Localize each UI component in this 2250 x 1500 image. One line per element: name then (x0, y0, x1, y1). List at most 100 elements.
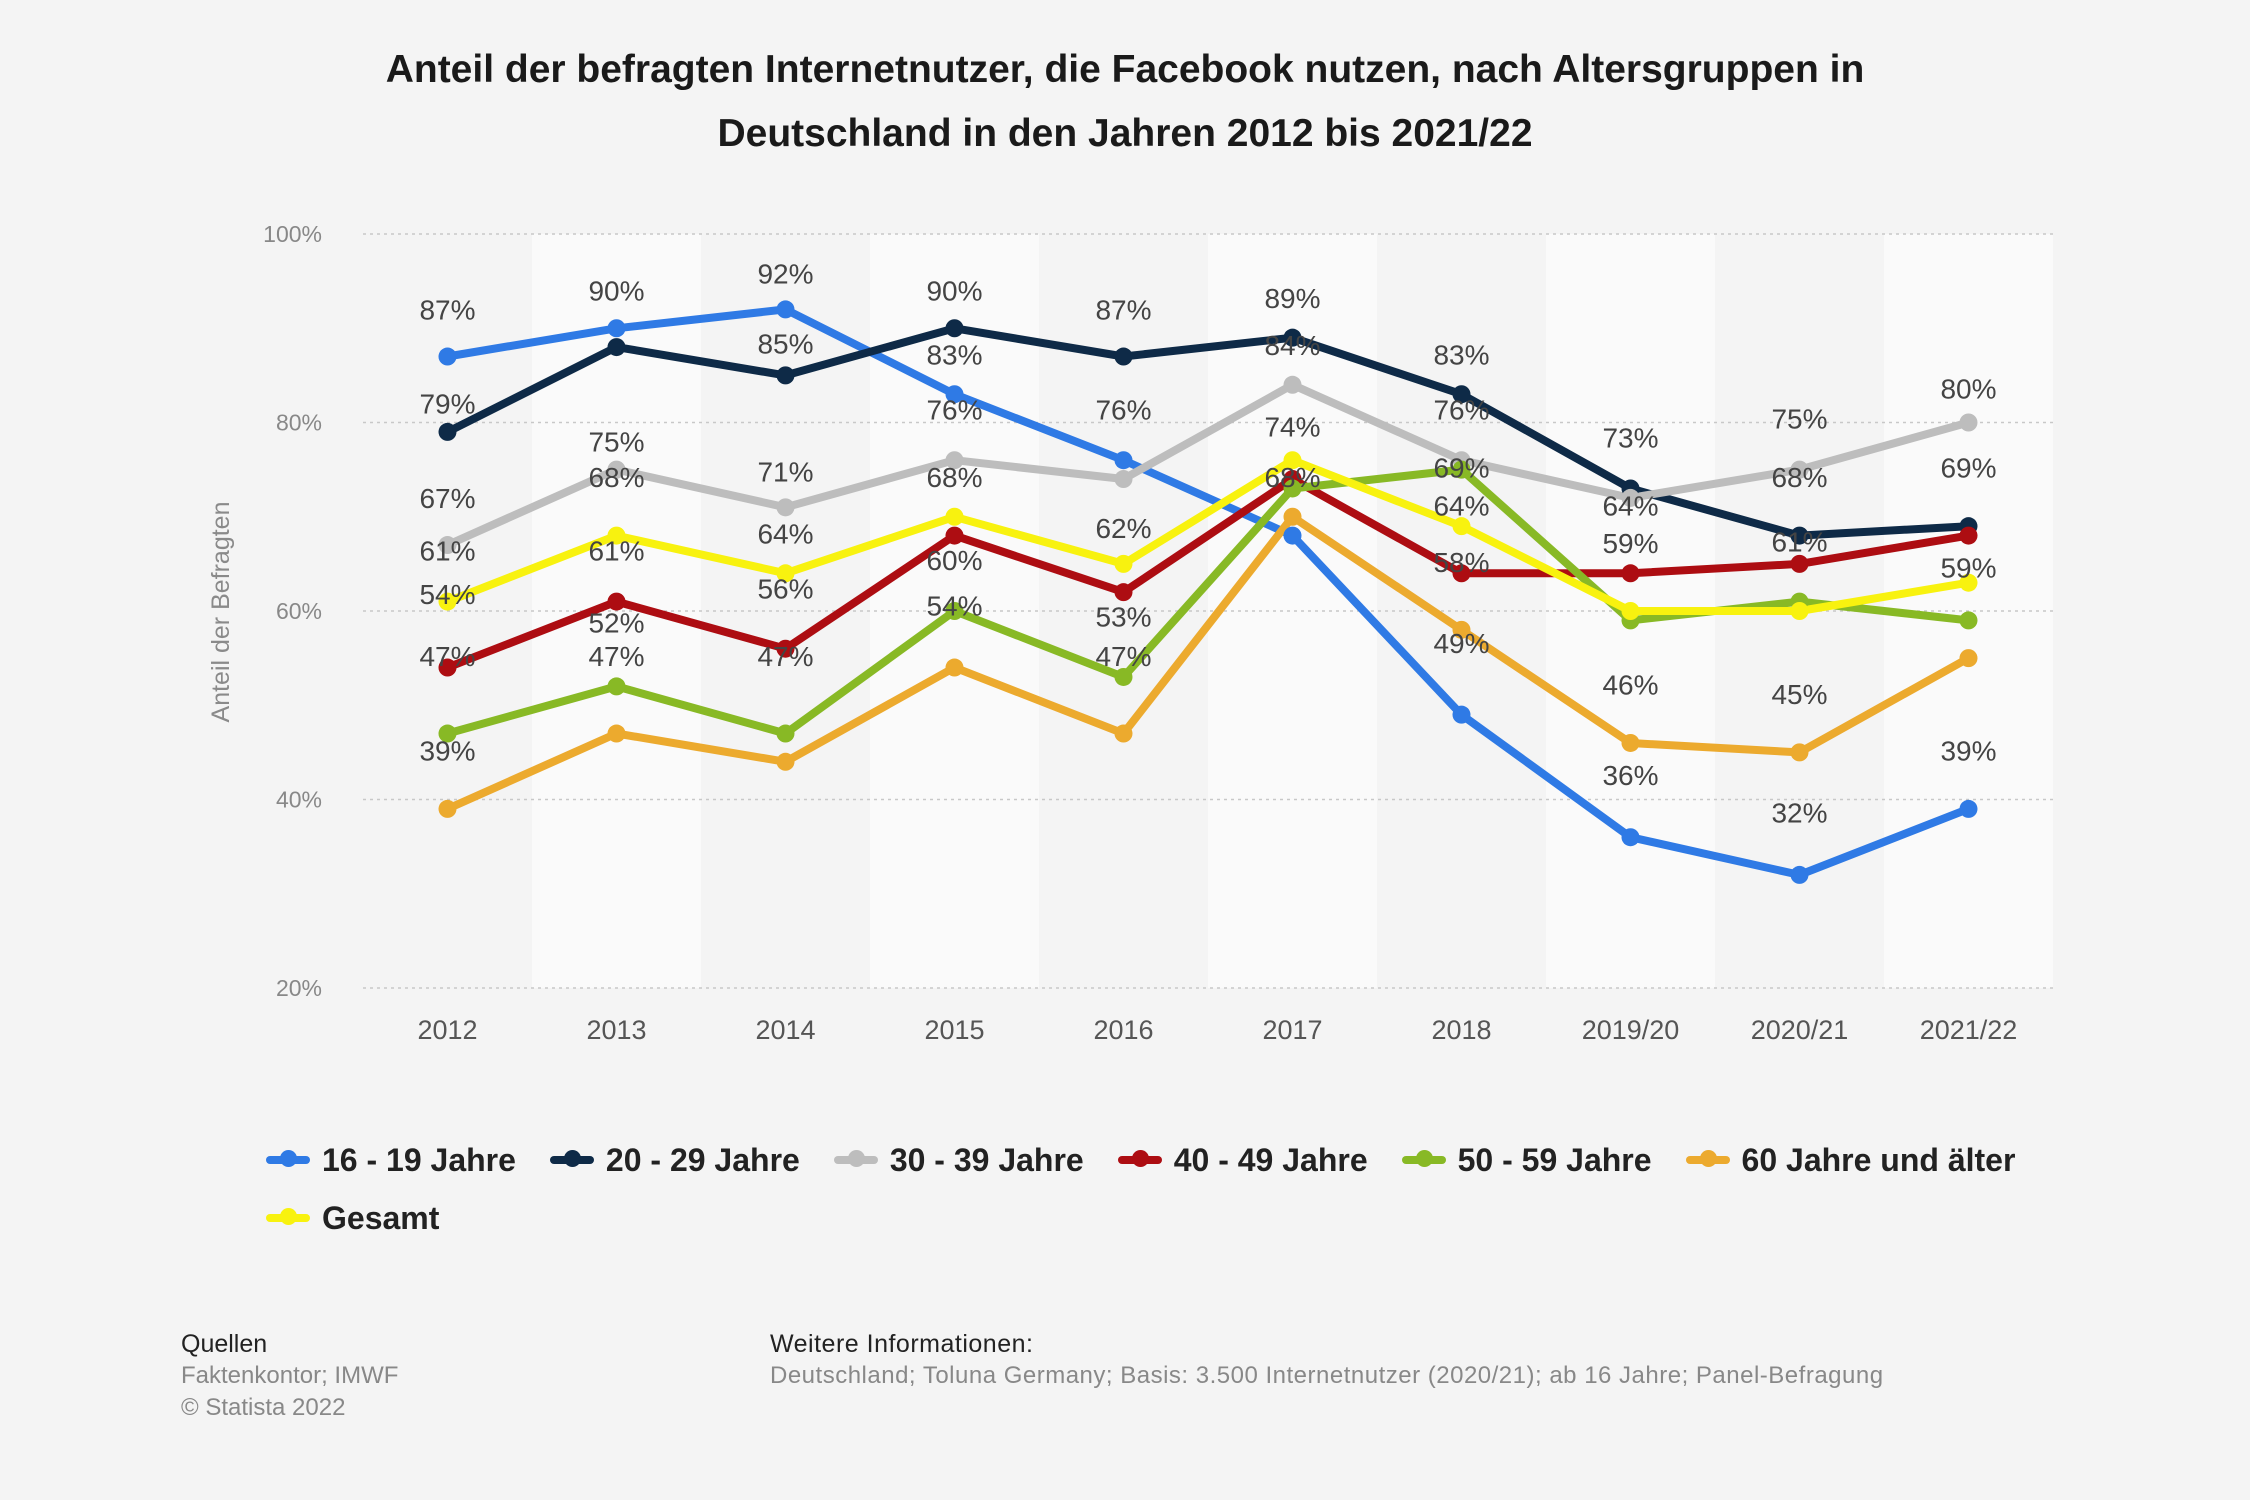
point-gesamt-2017[interactable] (1283, 451, 1302, 470)
point-60-jahre-und-lter-2021-22[interactable] (1959, 649, 1978, 668)
data-label: 54% (926, 590, 982, 621)
data-label: 75% (1771, 404, 1827, 435)
legend-item-50-59-jahre[interactable]: 50 - 59 Jahre (1401, 1140, 1652, 1180)
point-16-19-jahre-2016[interactable] (1114, 451, 1133, 470)
legend-item-20-29-jahre[interactable]: 20 - 29 Jahre (549, 1140, 800, 1180)
point-60-jahre-und-lter-2019-20[interactable] (1621, 733, 1640, 752)
point-40-49-jahre-2020-21[interactable] (1790, 554, 1809, 573)
point-40-49-jahre-2012[interactable] (438, 658, 457, 677)
point-20-29-jahre-2018[interactable] (1452, 385, 1471, 404)
point-16-19-jahre-2017[interactable] (1283, 526, 1302, 545)
point-30-39-jahre-2012[interactable] (438, 536, 457, 555)
point-60-jahre-und-lter-2017[interactable] (1283, 507, 1302, 526)
point-30-39-jahre-2017[interactable] (1283, 375, 1302, 394)
point-30-39-jahre-2020-21[interactable] (1790, 460, 1809, 479)
point-40-49-jahre-2016[interactable] (1114, 583, 1133, 602)
legend: 16 - 19 Jahre 20 - 29 Jahre 30 - 39 Jahre 4… (266, 1140, 2066, 1238)
point-50-59-jahre-2016[interactable] (1114, 667, 1133, 686)
series-lines (443, 305, 1973, 879)
data-label: 80% (1940, 374, 1996, 405)
sources-heading: Quellen (181, 1330, 268, 1358)
x-tick-label: 2014 (755, 1015, 815, 1045)
legend-item-gesamt[interactable]: Gesamt (266, 1198, 439, 1238)
data-label: 87% (1095, 294, 1151, 325)
data-label: 61% (588, 536, 644, 567)
point-gesamt-2018[interactable] (1452, 517, 1471, 536)
point-gesamt-2021-22[interactable] (1959, 573, 1978, 592)
point-30-39-jahre-2015[interactable] (945, 451, 964, 470)
point-60-jahre-und-lter-2020-21[interactable] (1790, 743, 1809, 762)
point-40-49-jahre-2015[interactable] (945, 526, 964, 545)
y-axis-label: Anteil der Befragten (207, 502, 235, 723)
point-16-19-jahre-2012[interactable] (438, 347, 457, 366)
x-tick-label: 2017 (1262, 1015, 1322, 1045)
point-50-59-jahre-2012[interactable] (438, 724, 457, 743)
point-40-49-jahre-2019-20[interactable] (1621, 564, 1640, 583)
data-label: 64% (1433, 490, 1489, 521)
data-label: 79% (419, 389, 475, 420)
legend-swatch (833, 1150, 878, 1167)
point-gesamt-2019-20[interactable] (1621, 602, 1640, 620)
point-gesamt-2012[interactable] (438, 592, 457, 611)
point-40-49-jahre-2014[interactable] (776, 639, 795, 658)
point-50-59-jahre-2017[interactable] (1283, 479, 1302, 498)
point-60-jahre-und-lter-2016[interactable] (1114, 724, 1133, 743)
legend-item-40-49-jahre[interactable]: 40 - 49 Jahre (1117, 1140, 1368, 1180)
legend-swatch (1117, 1150, 1162, 1167)
point-50-59-jahre-2013[interactable] (607, 677, 626, 696)
point-50-59-jahre-2014[interactable] (776, 724, 795, 743)
point-30-39-jahre-2016[interactable] (1114, 470, 1133, 489)
point-40-49-jahre-2018[interactable] (1452, 564, 1471, 583)
point-16-19-jahre-2013[interactable] (607, 319, 626, 338)
point-50-59-jahre-2018[interactable] (1452, 460, 1471, 479)
point-16-19-jahre-2018[interactable] (1452, 705, 1471, 724)
point-16-19-jahre-2014[interactable] (776, 300, 795, 319)
point-20-29-jahre-2017[interactable] (1283, 328, 1302, 347)
data-label: 92% (757, 259, 813, 290)
point-20-29-jahre-2016[interactable] (1114, 347, 1133, 366)
x-tick-label: 2016 (1093, 1015, 1153, 1045)
y-tick-label: 40% (276, 787, 322, 813)
point-50-59-jahre-2021-22[interactable] (1959, 611, 1978, 630)
point-gesamt-2014[interactable] (776, 564, 795, 583)
point-20-29-jahre-2014[interactable] (776, 366, 795, 385)
point-40-49-jahre-2013[interactable] (607, 592, 626, 611)
data-label: 84% (1264, 330, 1320, 361)
legend-swatch (549, 1150, 594, 1167)
point-20-29-jahre-2013[interactable] (607, 338, 626, 357)
point-gesamt-2016[interactable] (1114, 554, 1133, 573)
legend-label: 60 Jahre und älter (1741, 1141, 2016, 1178)
point-60-jahre-und-lter-2014[interactable] (776, 752, 795, 771)
point-20-29-jahre-2015[interactable] (945, 319, 964, 338)
legend-item-60-jahre-und-lter[interactable]: 60 Jahre und älter (1685, 1140, 2016, 1180)
point-16-19-jahre-2020-21[interactable] (1790, 865, 1809, 884)
point-60-jahre-und-lter-2013[interactable] (607, 724, 626, 743)
point-30-39-jahre-2014[interactable] (776, 498, 795, 517)
point-gesamt-2015[interactable] (945, 507, 964, 526)
point-16-19-jahre-2015[interactable] (945, 385, 964, 404)
x-axis-ticks: 2012 2013 2014 2015 2016 2017 2018 2019/20 2020/… (417, 1015, 2017, 1045)
point-20-29-jahre-2020-21[interactable] (1790, 526, 1809, 545)
y-tick-label: 80% (276, 410, 322, 436)
sources-line[interactable]: Faktenkontor; IMWF (181, 1362, 399, 1389)
point-20-29-jahre-2012[interactable] (438, 422, 457, 441)
point-16-19-jahre-2021-22[interactable] (1959, 799, 1978, 818)
point-16-19-jahre-2019-20[interactable] (1621, 828, 1640, 847)
legend-label: Gesamt (322, 1199, 440, 1236)
sources-block: Quellen Faktenkontor; IMWF © Statista 20… (181, 1328, 398, 1424)
point-50-59-jahre-2015[interactable] (945, 602, 964, 620)
x-tick-label: 2015 (924, 1015, 984, 1045)
point-30-39-jahre-2021-22[interactable] (1959, 413, 1978, 432)
point-30-39-jahre-2019-20[interactable] (1621, 488, 1640, 507)
info-block: Weitere Informationen: Deutschland; Tolu… (770, 1328, 1884, 1392)
point-60-jahre-und-lter-2015[interactable] (945, 658, 964, 677)
point-60-jahre-und-lter-2012[interactable] (438, 799, 457, 818)
point-gesamt-2020-21[interactable] (1790, 602, 1809, 620)
data-label: 49% (1433, 628, 1489, 659)
legend-item-30-39-jahre[interactable]: 30 - 39 Jahre (833, 1140, 1084, 1180)
point-30-39-jahre-2013[interactable] (607, 460, 626, 479)
legend-item-16-19-jahre[interactable]: 16 - 19 Jahre (266, 1140, 516, 1180)
point-60-jahre-und-lter-2018[interactable] (1452, 620, 1471, 639)
point-40-49-jahre-2021-22[interactable] (1959, 526, 1978, 545)
point-gesamt-2013[interactable] (607, 526, 626, 545)
